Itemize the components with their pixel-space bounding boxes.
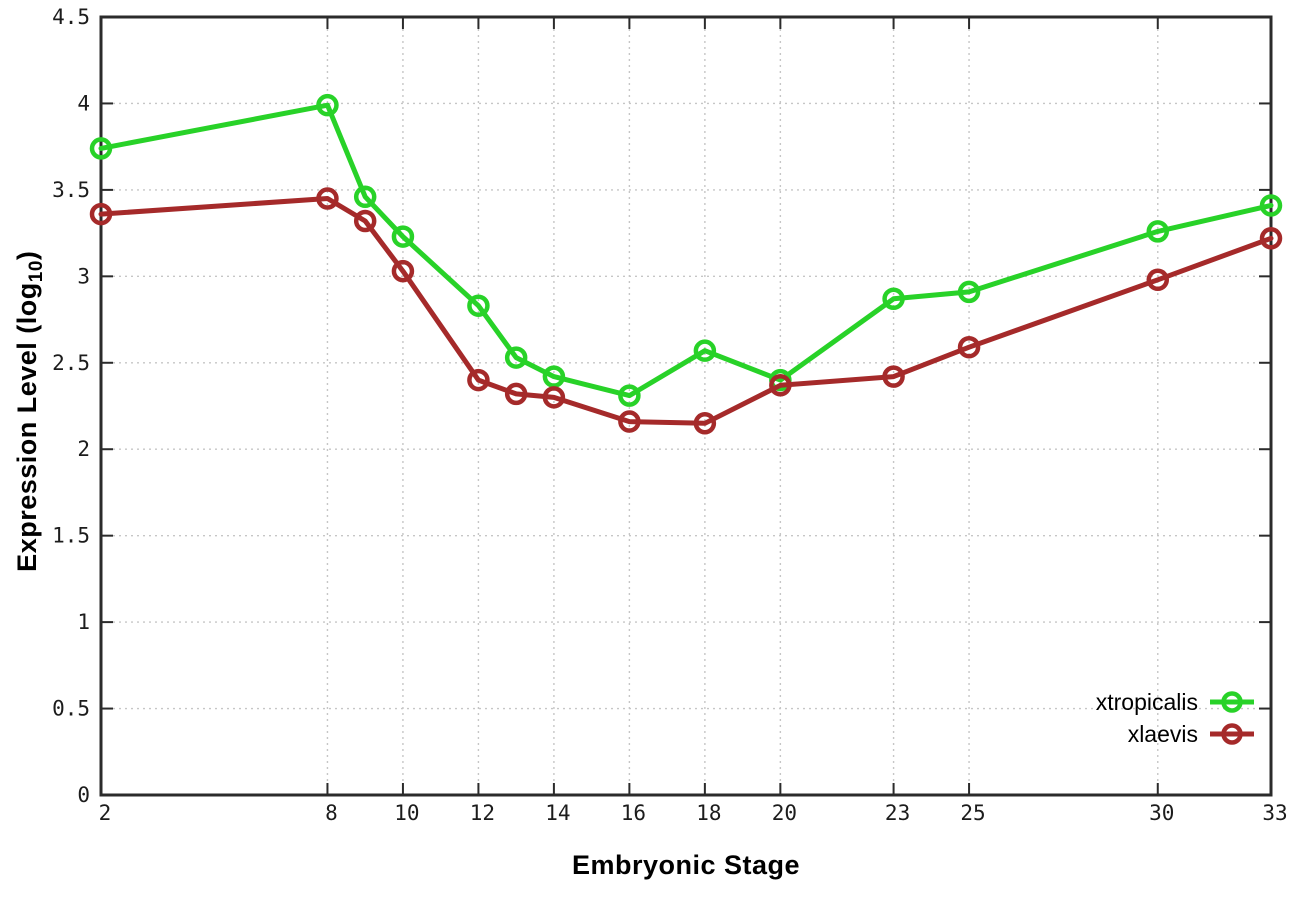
legend-item-xlaevis: xlaevis (1128, 719, 1256, 749)
data-point-xtropicalis-10 (391, 225, 415, 248)
data-point-xtropicalis-12 (467, 294, 490, 317)
tick-marks (100, 16, 1272, 796)
data-point-xtropicalis-25 (957, 280, 981, 304)
data-point-xlaevis-9 (353, 209, 377, 233)
data-point-xtropicalis-16 (618, 384, 641, 407)
data-point-xtropicalis-18 (693, 339, 717, 362)
series-xtropicalis-line (98, 102, 1274, 399)
y-axis-title-suffix: ) (11, 250, 42, 261)
x-tick-label: 14 (545, 801, 570, 825)
y-tick-label: 2 (77, 437, 90, 461)
y-axis-title-main: Expression Level (log (11, 282, 42, 572)
x-tick-label: 12 (470, 801, 495, 825)
x-tick-label: 23 (885, 801, 910, 825)
y-tick-label: 4.5 (52, 5, 90, 29)
data-point-xlaevis-33 (1259, 227, 1283, 250)
data-point-xlaevis-13 (504, 382, 528, 406)
data-point-xlaevis-8 (316, 187, 339, 210)
x-tick-label: 20 (772, 801, 797, 825)
data-point-xlaevis-10 (391, 259, 415, 283)
y-tick-label: 3.5 (52, 178, 90, 202)
x-tick-label: 33 (1262, 801, 1287, 825)
data-point-xtropicalis-9 (353, 185, 377, 209)
x-tick-label: 16 (621, 801, 646, 825)
y-axis-title-subscript: 10 (26, 260, 48, 283)
y-tick-label: 2.5 (52, 351, 90, 375)
data-point-xtropicalis-13 (504, 346, 528, 369)
y-tick-label: 1 (77, 610, 90, 634)
gridlines (101, 17, 1271, 795)
y-tick-label: 0.5 (52, 697, 90, 721)
legend: xtropicalis xlaevis (1096, 687, 1256, 749)
x-tick-label: 2 (99, 801, 112, 825)
data-point-xtropicalis-23 (882, 287, 905, 311)
data-point-xlaevis-2 (89, 202, 113, 226)
data-point-xtropicalis-33 (1259, 194, 1283, 217)
data-point-xlaevis-16 (618, 410, 641, 433)
x-tick-label: 10 (394, 801, 419, 825)
y-tick-label: 3 (77, 264, 90, 288)
data-point-xlaevis-25 (957, 335, 981, 359)
xtropicalis-line-marker-icon (1210, 691, 1254, 713)
x-axis-title: Embryonic Stage (571, 850, 801, 880)
data-point-xlaevis-14 (542, 386, 566, 409)
y-axis-title: Expression Level (log10) (12, 221, 48, 601)
y-tick-label: 1.5 (52, 524, 90, 548)
data-point-xtropicalis-14 (542, 365, 566, 388)
legend-item-xtropicalis: xtropicalis (1096, 687, 1256, 717)
series-xlaevis-line (98, 196, 1274, 426)
y-tick-label: 4 (77, 91, 90, 115)
series-xtropicalis (89, 93, 1283, 407)
data-point-xlaevis-30 (1146, 268, 1170, 292)
plot-border (99, 15, 1273, 797)
x-tick-label: 8 (325, 801, 338, 825)
x-tick-label: 25 (960, 801, 985, 825)
x-tick-label: 18 (696, 801, 721, 825)
data-point-xtropicalis-30 (1146, 220, 1170, 243)
x-tick-label: 30 (1149, 801, 1174, 825)
y-tick-label: 0 (77, 783, 90, 807)
tick-labels: 0 0.5 1 1.5 2 2.5 3 3.5 4 4.5 2 8 10 12 14 16 18 20 23 25 30… (52, 5, 1288, 825)
xlaevis-line-marker-icon (1210, 723, 1254, 745)
data-point-xlaevis-20 (769, 374, 792, 397)
data-point-xlaevis-12 (467, 368, 490, 392)
legend-label-xlaevis: xlaevis (1127, 720, 1198, 747)
data-point-xlaevis-18 (693, 412, 717, 435)
data-point-xtropicalis-8 (316, 93, 339, 117)
data-point-xtropicalis-2 (89, 137, 113, 160)
data-point-xlaevis-23 (882, 365, 905, 388)
series-xlaevis (89, 187, 1283, 435)
legend-label-xtropicalis: xtropicalis (1095, 688, 1198, 715)
